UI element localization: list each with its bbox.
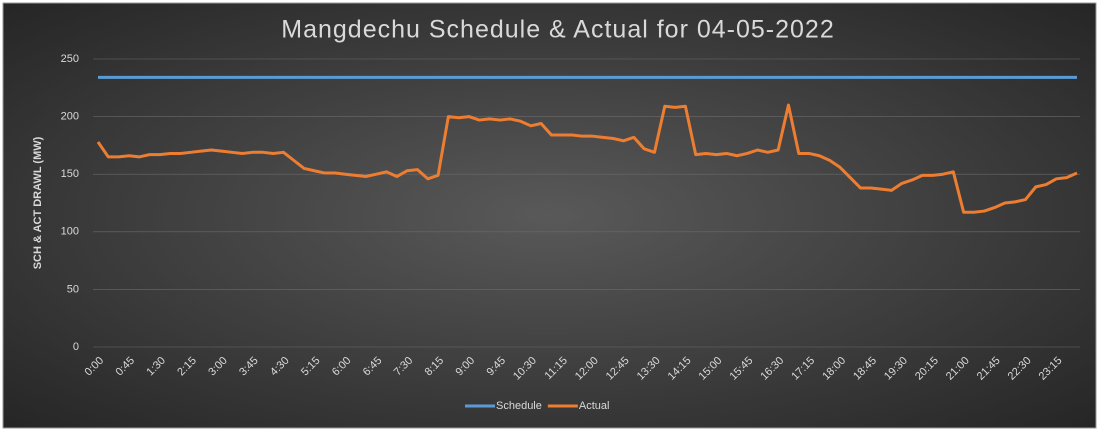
y-tick-label: 0 [73, 341, 79, 353]
y-tick-label: 200 [61, 111, 79, 123]
chart-title: Mangdechu Schedule & Actual for 04-05-20… [281, 16, 834, 44]
y-tick-label: 50 [67, 283, 79, 295]
legend-label: Actual [579, 400, 610, 412]
y-tick-label: 100 [61, 226, 79, 238]
legend-label: Schedule [496, 400, 542, 412]
y-tick-label: 250 [61, 53, 79, 65]
y-tick-label: 150 [61, 168, 79, 180]
series-line [96, 103, 1078, 214]
y-axis-label: SCH & ACT DRAWL (MW) [32, 136, 44, 269]
